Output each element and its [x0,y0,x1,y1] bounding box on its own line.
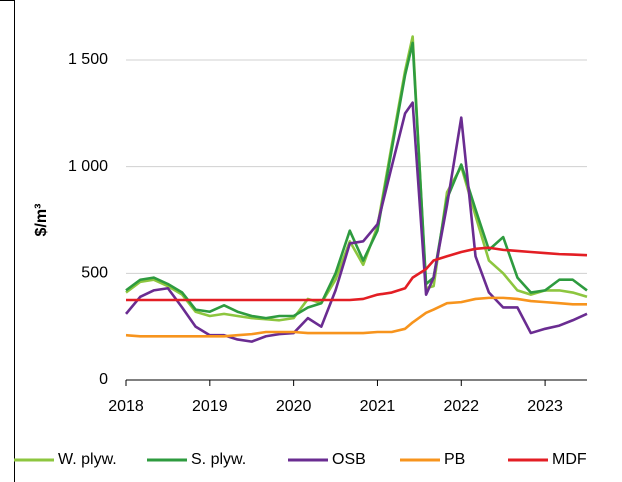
data-line [126,246,588,302]
y-tick-label: 1 500 [68,51,108,68]
data-line [125,101,588,343]
y-axis-label: $/m³ [33,204,50,237]
legend-label: OSB [332,451,366,468]
data-line [125,35,588,322]
legend-label: S. plyw. [191,451,246,468]
x-tick-label: 2022 [443,398,479,415]
x-tick-label: 2018 [108,398,144,415]
legend-label: MDF [552,451,587,468]
x-tick-label: 2021 [360,398,396,415]
y-tick-label: 0 [99,371,108,388]
legend-label: W. plyw. [58,451,117,468]
data-line [125,41,588,320]
y-tick-label: 500 [81,265,108,282]
y-tick-label: 1 000 [68,158,108,175]
legend-label: PB [444,451,465,468]
x-tick-label: 2020 [276,398,312,415]
x-tick-label: 2019 [192,398,228,415]
x-tick-label: 2023 [527,398,563,415]
data-line [125,296,587,338]
